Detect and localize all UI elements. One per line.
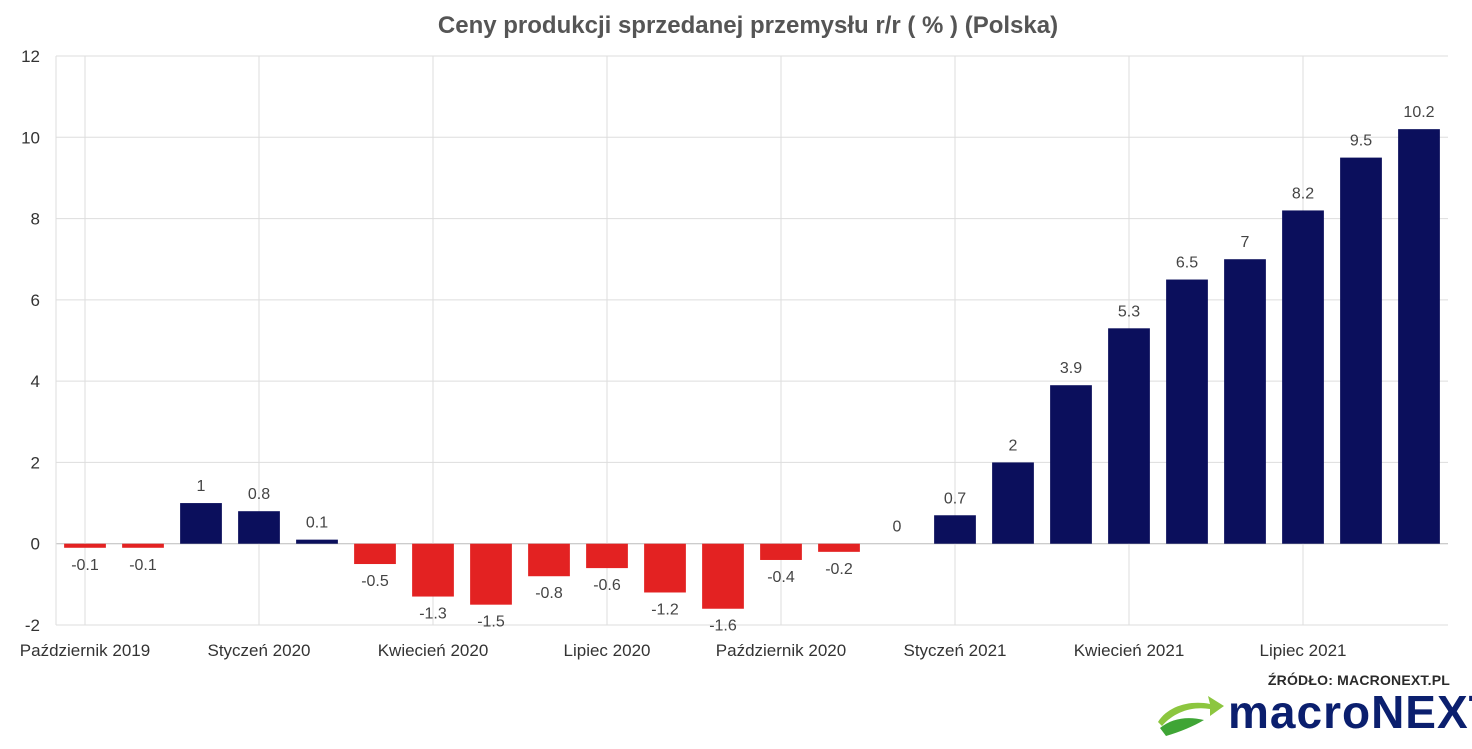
swoosh-arrow-icon bbox=[1158, 696, 1224, 736]
bar bbox=[470, 543, 512, 605]
x-tick-label: Lipiec 2021 bbox=[1260, 641, 1347, 660]
bar bbox=[934, 515, 976, 544]
bar bbox=[760, 543, 802, 560]
x-tick-label: Kwiecień 2021 bbox=[1074, 641, 1185, 660]
macronext-logo: macroNEXT bbox=[1154, 682, 1472, 742]
data-label: -0.4 bbox=[767, 569, 795, 586]
data-label: -1.3 bbox=[419, 606, 447, 623]
data-label: -0.5 bbox=[361, 573, 389, 590]
data-label: -0.6 bbox=[593, 577, 621, 594]
data-label: 0.1 bbox=[306, 515, 328, 532]
bar bbox=[1050, 385, 1092, 544]
y-tick-label: 4 bbox=[31, 372, 40, 391]
data-label: 0 bbox=[893, 519, 902, 536]
x-tick-label: Październik 2020 bbox=[716, 641, 846, 660]
bar bbox=[528, 543, 570, 577]
bar bbox=[586, 543, 628, 569]
x-tick-label: Lipiec 2020 bbox=[564, 641, 651, 660]
data-label: 6.5 bbox=[1176, 255, 1198, 272]
y-tick-label: 10 bbox=[21, 128, 40, 147]
data-label: 7 bbox=[1241, 234, 1250, 251]
bar bbox=[702, 543, 744, 609]
bar bbox=[644, 543, 686, 593]
bar bbox=[238, 511, 280, 544]
data-label: -1.5 bbox=[477, 614, 505, 631]
bar bbox=[122, 543, 164, 548]
bar bbox=[992, 462, 1034, 544]
bar bbox=[296, 539, 338, 544]
bar bbox=[1108, 328, 1150, 544]
data-label: 1 bbox=[197, 478, 206, 495]
chart-title: Ceny produkcji sprzedanej przemysłu r/r … bbox=[438, 12, 1058, 39]
x-tick-label: Styczeń 2020 bbox=[207, 641, 310, 660]
data-label: 9.5 bbox=[1350, 133, 1372, 150]
y-axis-ticks: 12 10 8 6 4 2 0 -2 bbox=[21, 47, 40, 635]
data-label: 0.7 bbox=[944, 490, 966, 507]
data-label: -0.1 bbox=[71, 557, 99, 574]
y-tick-label: 0 bbox=[31, 535, 40, 554]
data-label: 2 bbox=[1009, 437, 1018, 454]
source-branding: ŹRÓDŁO: MACRONEXT.PL macroNEXT bbox=[1154, 672, 1472, 742]
y-tick-label: 2 bbox=[31, 453, 40, 472]
bar bbox=[412, 543, 454, 597]
x-tick-label: Październik 2019 bbox=[20, 641, 150, 660]
data-label: -0.1 bbox=[129, 557, 157, 574]
bar bbox=[1398, 129, 1440, 544]
y-tick-label: 6 bbox=[31, 291, 40, 310]
x-tick-label: Kwiecień 2020 bbox=[378, 641, 489, 660]
bar bbox=[354, 543, 396, 565]
y-tick-label: 8 bbox=[31, 210, 40, 229]
bar bbox=[64, 543, 106, 548]
bar bbox=[1340, 157, 1382, 544]
logo-wordmark: macroNEXT bbox=[1228, 686, 1472, 738]
bar bbox=[180, 503, 222, 544]
data-labels: -0.1 -0.1 1 0.8 0.1 -0.5 -1.3 -1.5 -0.8 -0.6 -1.2 -… bbox=[71, 104, 1434, 635]
data-label: -0.8 bbox=[535, 585, 563, 602]
x-axis-ticks: Październik 2019 Styczeń 2020 Kwiecień 202… bbox=[20, 641, 1347, 660]
data-label: 3.9 bbox=[1060, 360, 1082, 377]
bars bbox=[64, 129, 1440, 609]
x-tick-label: Styczeń 2021 bbox=[903, 641, 1006, 660]
bar bbox=[1166, 279, 1208, 544]
data-label: 10.2 bbox=[1403, 104, 1434, 121]
data-label: 5.3 bbox=[1118, 303, 1140, 320]
data-label: -1.6 bbox=[709, 618, 737, 635]
data-label: 8.2 bbox=[1292, 185, 1314, 202]
data-label: -0.2 bbox=[825, 561, 853, 578]
bar bbox=[1282, 210, 1324, 544]
y-tick-label: 12 bbox=[21, 47, 40, 66]
bar bbox=[1224, 259, 1266, 544]
source-label: ŹRÓDŁO: MACRONEXT.PL bbox=[1267, 672, 1450, 688]
y-tick-label: -2 bbox=[25, 616, 40, 635]
data-label: -1.2 bbox=[651, 601, 679, 618]
data-label: 0.8 bbox=[248, 486, 270, 503]
bar bbox=[818, 543, 860, 552]
